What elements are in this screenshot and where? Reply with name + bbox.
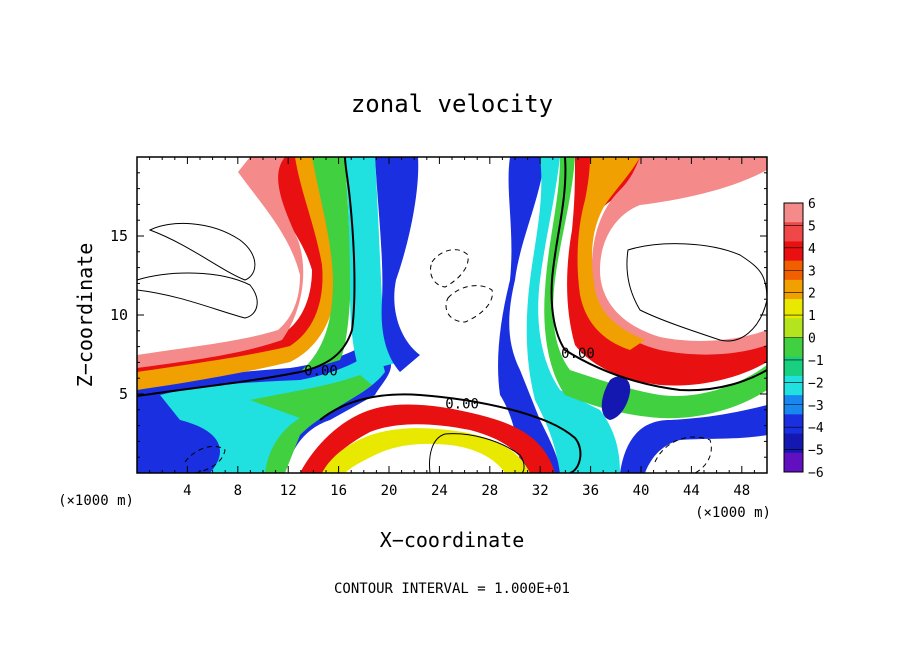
x-tick-label: 24 <box>431 483 448 499</box>
colorbar-swatch <box>784 375 803 396</box>
colorbar-label: 4 <box>808 242 816 257</box>
contour-labels: 0.00 0.00 0.00 <box>304 346 595 413</box>
contour-positive-right <box>626 243 767 342</box>
field-lower-red <box>300 404 555 473</box>
colorbar-swatch <box>784 299 803 319</box>
contour-lower-thin <box>429 433 525 473</box>
colorbar-label: 2 <box>808 287 816 302</box>
y-tick-label: 5 <box>119 385 128 403</box>
contour-negative-c <box>184 446 226 473</box>
field-lower-yellow <box>322 428 530 473</box>
y-axis-label: Z−coordinate <box>73 243 97 388</box>
field-lower-left-cyan <box>160 345 385 473</box>
x-axis: 4 8 12 16 20 24 28 32 36 40 44 48 <box>149 157 755 499</box>
colorbar: 6 5 4 3 2 1 0 −1 −2 −3 −4 −5 −6 <box>783 197 824 481</box>
field-right-pink <box>591 157 767 355</box>
colorbar-label: −3 <box>808 399 824 414</box>
y-tick-label: 10 <box>110 306 128 324</box>
field-lower-right-blue <box>620 405 767 473</box>
x-tick-label: 16 <box>330 483 347 499</box>
field-mid-right-cyan <box>526 157 620 473</box>
contour-negative-d <box>654 436 712 473</box>
x-tick-label: 4 <box>183 483 191 499</box>
colorbar-label: 3 <box>808 264 816 279</box>
x-units-right: (×1000 m) <box>695 505 771 521</box>
colorbar-label: −4 <box>808 421 824 436</box>
colorbar-label: 5 <box>808 219 816 234</box>
field-central-green <box>300 157 351 372</box>
contour-lower-zero <box>319 393 582 473</box>
colorbar-swatch <box>784 203 803 223</box>
chart-title: zonal velocity <box>351 90 553 118</box>
field-left-orange <box>137 157 337 390</box>
colorbar-swatch <box>784 279 803 300</box>
colorbar-label: −6 <box>808 466 824 481</box>
plot-area: 0.00 0.00 0.00 <box>136 156 768 474</box>
field-right-orange <box>577 157 645 350</box>
colorbar-label: 0 <box>808 332 816 347</box>
colorbar-swatch <box>784 241 803 262</box>
x-tick-label: 12 <box>280 483 297 499</box>
contour-positive-left <box>148 222 256 281</box>
field-lower-right-deep <box>601 376 631 420</box>
field-mid-right-green <box>544 157 767 419</box>
x-tick-label: 20 <box>381 483 398 499</box>
colorbar-label: −5 <box>808 444 824 459</box>
x-axis-label: X−coordinate <box>380 528 525 552</box>
x-tick-label: 32 <box>532 483 549 499</box>
contour-positive-left-2 <box>137 272 258 319</box>
contour-negative-a <box>430 249 469 288</box>
colorbar-swatch <box>784 433 803 454</box>
x-tick-label: 8 <box>234 483 242 499</box>
y-axis: 5 10 15 <box>110 172 767 458</box>
contour-label: 0.00 <box>561 346 595 362</box>
colorbar-swatch <box>784 356 803 377</box>
x-tick-label: 48 <box>733 483 750 499</box>
contour-left-zero <box>137 157 356 397</box>
colorbar-swatch <box>784 318 803 338</box>
contour-lines <box>137 157 767 473</box>
y-tick-label: 15 <box>110 227 128 245</box>
contour-label: 0.00 <box>445 396 479 412</box>
contour-label: 0.00 <box>304 363 338 379</box>
contour-right-zero <box>550 157 767 392</box>
colorbar-swatch <box>784 414 803 435</box>
field-central-blue <box>375 157 420 372</box>
x-tick-label: 36 <box>582 483 599 499</box>
colorbar-swatch <box>784 222 803 242</box>
colorbar-label: −2 <box>808 376 824 391</box>
contour-interval-note: CONTOUR INTERVAL = 1.000E+01 <box>334 581 570 597</box>
colorbar-label: 1 <box>808 309 816 324</box>
x-units-left: (×1000 m) <box>58 493 134 509</box>
field-lower-left-green <box>250 375 372 473</box>
field-mid-right-blue <box>498 157 560 473</box>
colorbar-label: 6 <box>808 197 816 212</box>
field-central-cyan <box>345 157 400 372</box>
x-tick-label: 44 <box>683 483 700 499</box>
color-field <box>137 157 767 473</box>
colorbar-swatch <box>784 337 803 358</box>
colorbar-label: −1 <box>808 354 824 369</box>
contour-negative-b <box>445 285 493 323</box>
x-tick-label: 28 <box>481 483 498 499</box>
colorbar-swatch <box>784 452 803 473</box>
x-tick-label: 40 <box>633 483 650 499</box>
